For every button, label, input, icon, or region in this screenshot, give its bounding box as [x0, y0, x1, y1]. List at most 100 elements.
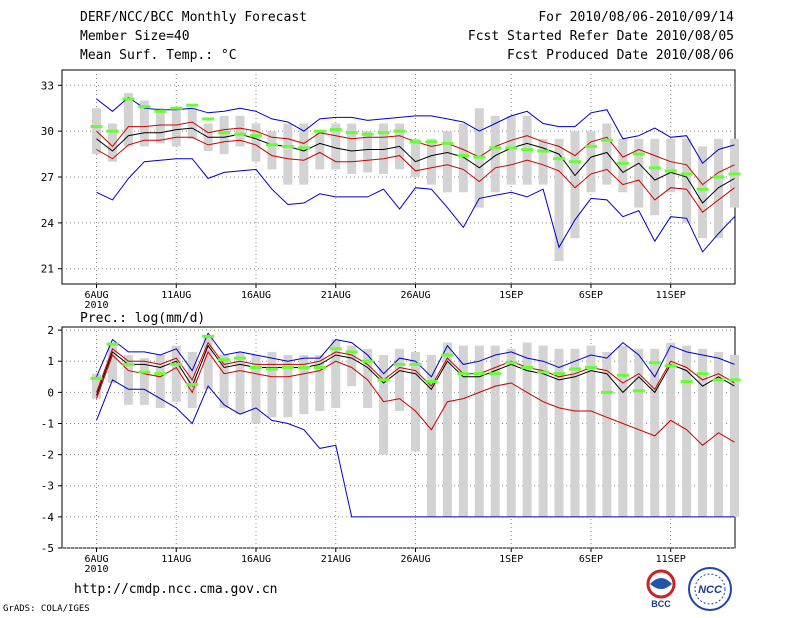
- temp-series-min: [96, 158, 735, 253]
- ncc-logo: NCC: [688, 567, 732, 611]
- temp-range-bar: [411, 138, 420, 177]
- prec-range-bar: [442, 342, 452, 517]
- temp-series-max: [96, 96, 735, 164]
- prec-series-mean: [96, 344, 735, 396]
- prec-range-bar: [570, 348, 580, 517]
- bcc-logo-text: BCC: [651, 599, 671, 609]
- prec-y-tick-label: -4: [41, 511, 55, 524]
- temp-y-tick-label: 21: [41, 263, 54, 276]
- temp-y-tick-label: 27: [41, 171, 54, 184]
- temp-x-year-label: 2010: [84, 300, 108, 311]
- prec-range-bar: [698, 348, 708, 517]
- source-url[interactable]: http://cmdp.ncc.cma.gov.cn: [74, 582, 278, 597]
- temp-y-tick-label: 30: [41, 125, 54, 138]
- prec-range-bar: [586, 345, 596, 517]
- temp-series-mean: [96, 127, 735, 204]
- prec-range-bar: [395, 348, 405, 412]
- prec-range-bar: [618, 345, 628, 517]
- temp-range-bar: [251, 123, 261, 162]
- temp-range-bar: [155, 108, 165, 144]
- temp-range-bar: [283, 123, 293, 185]
- temp-range-bar: [506, 115, 516, 185]
- temp-range-bar: [171, 108, 181, 147]
- temp-range-bar: [331, 123, 341, 170]
- prec-range-bar: [267, 351, 277, 418]
- prec-x-tick-label: 11AUG: [161, 554, 191, 565]
- prec-y-tick-label: -2: [41, 449, 54, 462]
- temp-y-tick-label: 33: [41, 79, 54, 92]
- prec-range-bar: [650, 348, 660, 517]
- prec-range-bar: [299, 355, 309, 415]
- temp-range-bar: [235, 115, 245, 147]
- forecast-period: For 2010/08/06-2010/09/14: [538, 10, 734, 25]
- temp-range-bar: [698, 146, 708, 239]
- prec-range-bar: [506, 348, 516, 517]
- temp-range-bar: [426, 138, 436, 185]
- grads-credit: GrADS: COLA/IGES: [3, 604, 90, 614]
- temp-y-tick-label: 24: [41, 217, 55, 230]
- prec-range-bar: [315, 355, 325, 412]
- prec-x-tick-label: 16AUG: [241, 554, 271, 565]
- prec-range-bar: [283, 355, 293, 418]
- member-size: Member Size=40: [80, 29, 190, 44]
- prec-range-bar: [522, 342, 532, 517]
- ncc-logo-inner-ring: [694, 573, 726, 605]
- prec-range-bar: [331, 339, 341, 408]
- prec-y-tick-label: -5: [41, 542, 54, 555]
- temp-x-tick-label: 16AUG: [241, 290, 271, 301]
- temp-range-bar: [586, 131, 596, 193]
- prec-range-bar: [458, 345, 468, 517]
- prec-range-bar: [251, 355, 261, 424]
- temp-range-bar: [634, 138, 644, 208]
- prec-y-tick-label: -3: [41, 480, 54, 493]
- prec-range-bar: [123, 355, 133, 405]
- prec-range-bar: [107, 342, 117, 384]
- variable-label: Mean Surf. Temp.: °C: [80, 48, 237, 63]
- prec-range-bar: [411, 351, 420, 452]
- bcc-logo-swirl: [650, 578, 672, 589]
- temp-range-bar: [554, 138, 564, 262]
- ncc-logo-text: NCC: [698, 584, 723, 596]
- temp-x-tick-label: 26AUG: [400, 290, 430, 301]
- temp-x-tick-label: 6SEP: [579, 290, 603, 301]
- temp-x-tick-label: 11SEP: [656, 290, 686, 301]
- temp-x-tick-label: 1SEP: [499, 290, 523, 301]
- prec-range-bar: [474, 345, 484, 517]
- temp-range-bar: [347, 123, 357, 174]
- prec-panel: 6AUG 11AUG 16AUG 21AUG 26AUG 1SEP 6SEP 11SEP201…: [41, 324, 741, 575]
- forecast-start-date: Fcst Started Refer Date 2010/08/05: [467, 29, 734, 44]
- prec-range-bar: [730, 355, 739, 517]
- temp-range-bar: [299, 123, 309, 185]
- bcc-logo: BCC: [646, 569, 676, 609]
- prec-range-bar: [203, 336, 213, 390]
- temp-x-tick-label: 11AUG: [161, 290, 191, 301]
- prec-series-max: [96, 332, 735, 378]
- prec-x-tick-label: 21AUG: [321, 554, 351, 565]
- temp-range-bar: [219, 115, 229, 155]
- temp-range-bar: [267, 131, 277, 170]
- forecast-produced-date: Fcst Produced Date 2010/08/06: [507, 48, 734, 63]
- temp-range-bar: [442, 131, 452, 193]
- temp-range-bar: [123, 92, 133, 147]
- temp-range-bar: [187, 108, 197, 139]
- temp-range-bar: [538, 138, 548, 185]
- prec-y-tick-label: 2: [47, 324, 54, 337]
- prec-range-bar: [682, 345, 692, 517]
- temp-series-lower: [96, 136, 735, 213]
- temp-range-bar: [682, 138, 692, 223]
- prec-range-bar: [554, 348, 564, 517]
- prec-range-bar: [347, 345, 357, 387]
- temp-x-tick-label: 6AUG: [84, 290, 108, 301]
- prec-range-bar: [219, 355, 229, 408]
- prec-series-upper: [96, 341, 735, 393]
- prec-range-bar: [538, 345, 548, 517]
- prec-range-bar: [379, 355, 389, 455]
- prec-range-bar: [139, 358, 149, 405]
- prec-x-tick-label: 26AUG: [400, 554, 430, 565]
- temp-range-bar: [139, 100, 149, 147]
- temp-range-bar: [458, 123, 468, 193]
- temp-range-bar: [602, 123, 612, 185]
- prec-range-bar: [490, 345, 500, 517]
- prec-range-bar: [666, 342, 676, 517]
- prec-x-tick-label: 1SEP: [499, 554, 523, 565]
